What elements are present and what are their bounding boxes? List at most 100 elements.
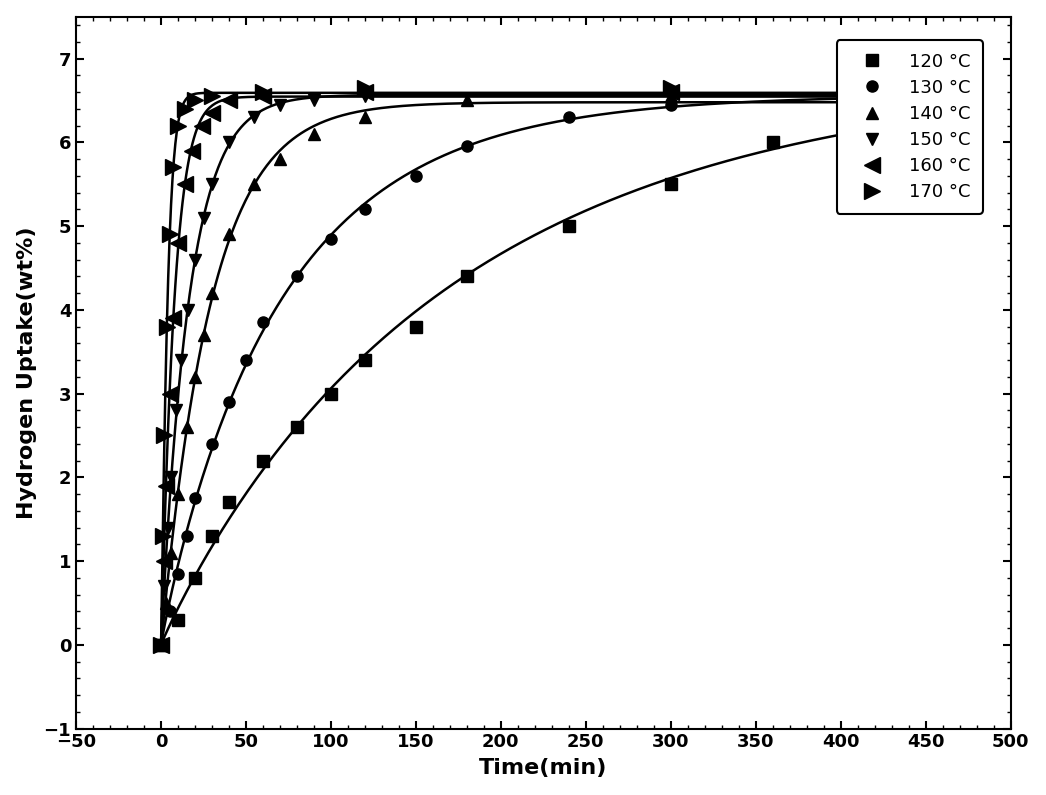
120 °C — [359, 355, 371, 365]
130 °C — [155, 640, 167, 650]
140 °C — [198, 330, 210, 339]
130 °C — [324, 234, 337, 243]
160 °C — [163, 389, 176, 398]
150 °C — [359, 91, 371, 101]
120 °C — [256, 456, 269, 465]
120 °C — [868, 95, 881, 105]
140 °C — [308, 129, 320, 138]
130 °C — [172, 569, 184, 579]
170 °C — [172, 121, 184, 130]
160 °C — [172, 238, 184, 247]
120 °C — [410, 322, 423, 332]
150 °C — [182, 305, 195, 315]
150 °C — [175, 355, 187, 365]
130 °C — [359, 204, 371, 214]
140 °C — [359, 112, 371, 122]
150 °C — [188, 254, 201, 264]
150 °C — [165, 472, 178, 482]
Line: 160 °C: 160 °C — [154, 84, 882, 653]
140 °C — [160, 598, 173, 607]
140 °C — [248, 180, 260, 189]
Legend: 120 °C, 130 °C, 140 °C, 150 °C, 160 °C, 170 °C: 120 °C, 130 °C, 140 °C, 150 °C, 160 °C, … — [837, 40, 983, 214]
160 °C — [196, 121, 208, 130]
130 °C — [206, 439, 219, 448]
130 °C — [256, 317, 269, 327]
140 °C — [172, 489, 184, 498]
120 °C — [664, 180, 677, 189]
140 °C — [868, 91, 881, 101]
Line: 130 °C: 130 °C — [156, 91, 881, 650]
130 °C — [410, 171, 423, 180]
130 °C — [868, 91, 881, 101]
160 °C — [185, 146, 198, 156]
130 °C — [664, 100, 677, 110]
170 °C — [188, 95, 201, 105]
170 °C — [161, 322, 174, 332]
130 °C — [163, 607, 176, 616]
140 °C — [206, 289, 219, 298]
130 °C — [460, 142, 473, 151]
120 °C — [223, 498, 235, 507]
150 °C — [158, 581, 170, 591]
Line: 150 °C: 150 °C — [155, 86, 881, 651]
160 °C — [206, 108, 219, 118]
150 °C — [274, 100, 287, 110]
130 °C — [223, 398, 235, 407]
130 °C — [188, 494, 201, 503]
170 °C — [157, 531, 169, 541]
170 °C — [163, 230, 176, 239]
140 °C — [223, 230, 235, 239]
150 °C — [161, 523, 174, 533]
120 °C — [206, 531, 219, 541]
130 °C — [240, 355, 252, 365]
170 °C — [256, 87, 269, 97]
160 °C — [160, 481, 173, 491]
140 °C — [155, 640, 167, 650]
150 °C — [198, 213, 210, 223]
170 °C — [206, 91, 219, 101]
Y-axis label: Hydrogen Uptake(wt%): Hydrogen Uptake(wt%) — [17, 227, 37, 519]
120 °C — [188, 573, 201, 583]
Line: 120 °C: 120 °C — [156, 95, 881, 650]
150 °C — [223, 138, 235, 147]
170 °C — [158, 431, 170, 440]
160 °C — [256, 91, 269, 101]
150 °C — [248, 112, 260, 122]
150 °C — [206, 180, 219, 189]
140 °C — [180, 422, 192, 432]
160 °C — [179, 180, 191, 189]
160 °C — [868, 87, 881, 97]
130 °C — [563, 112, 575, 122]
170 °C — [664, 83, 677, 93]
120 °C — [324, 389, 337, 398]
160 °C — [223, 95, 235, 105]
120 °C — [767, 138, 779, 147]
170 °C — [166, 163, 179, 173]
160 °C — [155, 640, 167, 650]
130 °C — [291, 272, 303, 281]
Line: 140 °C: 140 °C — [155, 90, 881, 651]
150 °C — [155, 640, 167, 650]
140 °C — [274, 154, 287, 164]
140 °C — [460, 95, 473, 105]
120 °C — [172, 615, 184, 624]
150 °C — [868, 87, 881, 97]
120 °C — [155, 640, 167, 650]
160 °C — [359, 87, 371, 97]
170 °C — [359, 83, 371, 93]
160 °C — [664, 87, 677, 97]
150 °C — [170, 405, 183, 415]
140 °C — [664, 91, 677, 101]
140 °C — [188, 372, 201, 382]
160 °C — [157, 556, 169, 566]
150 °C — [664, 87, 677, 97]
170 °C — [155, 640, 167, 650]
170 °C — [179, 104, 191, 114]
170 °C — [868, 83, 881, 93]
140 °C — [165, 548, 178, 557]
120 °C — [460, 272, 473, 281]
X-axis label: Time(min): Time(min) — [479, 758, 608, 778]
120 °C — [563, 221, 575, 231]
150 °C — [308, 95, 320, 105]
Line: 170 °C: 170 °C — [154, 80, 882, 653]
